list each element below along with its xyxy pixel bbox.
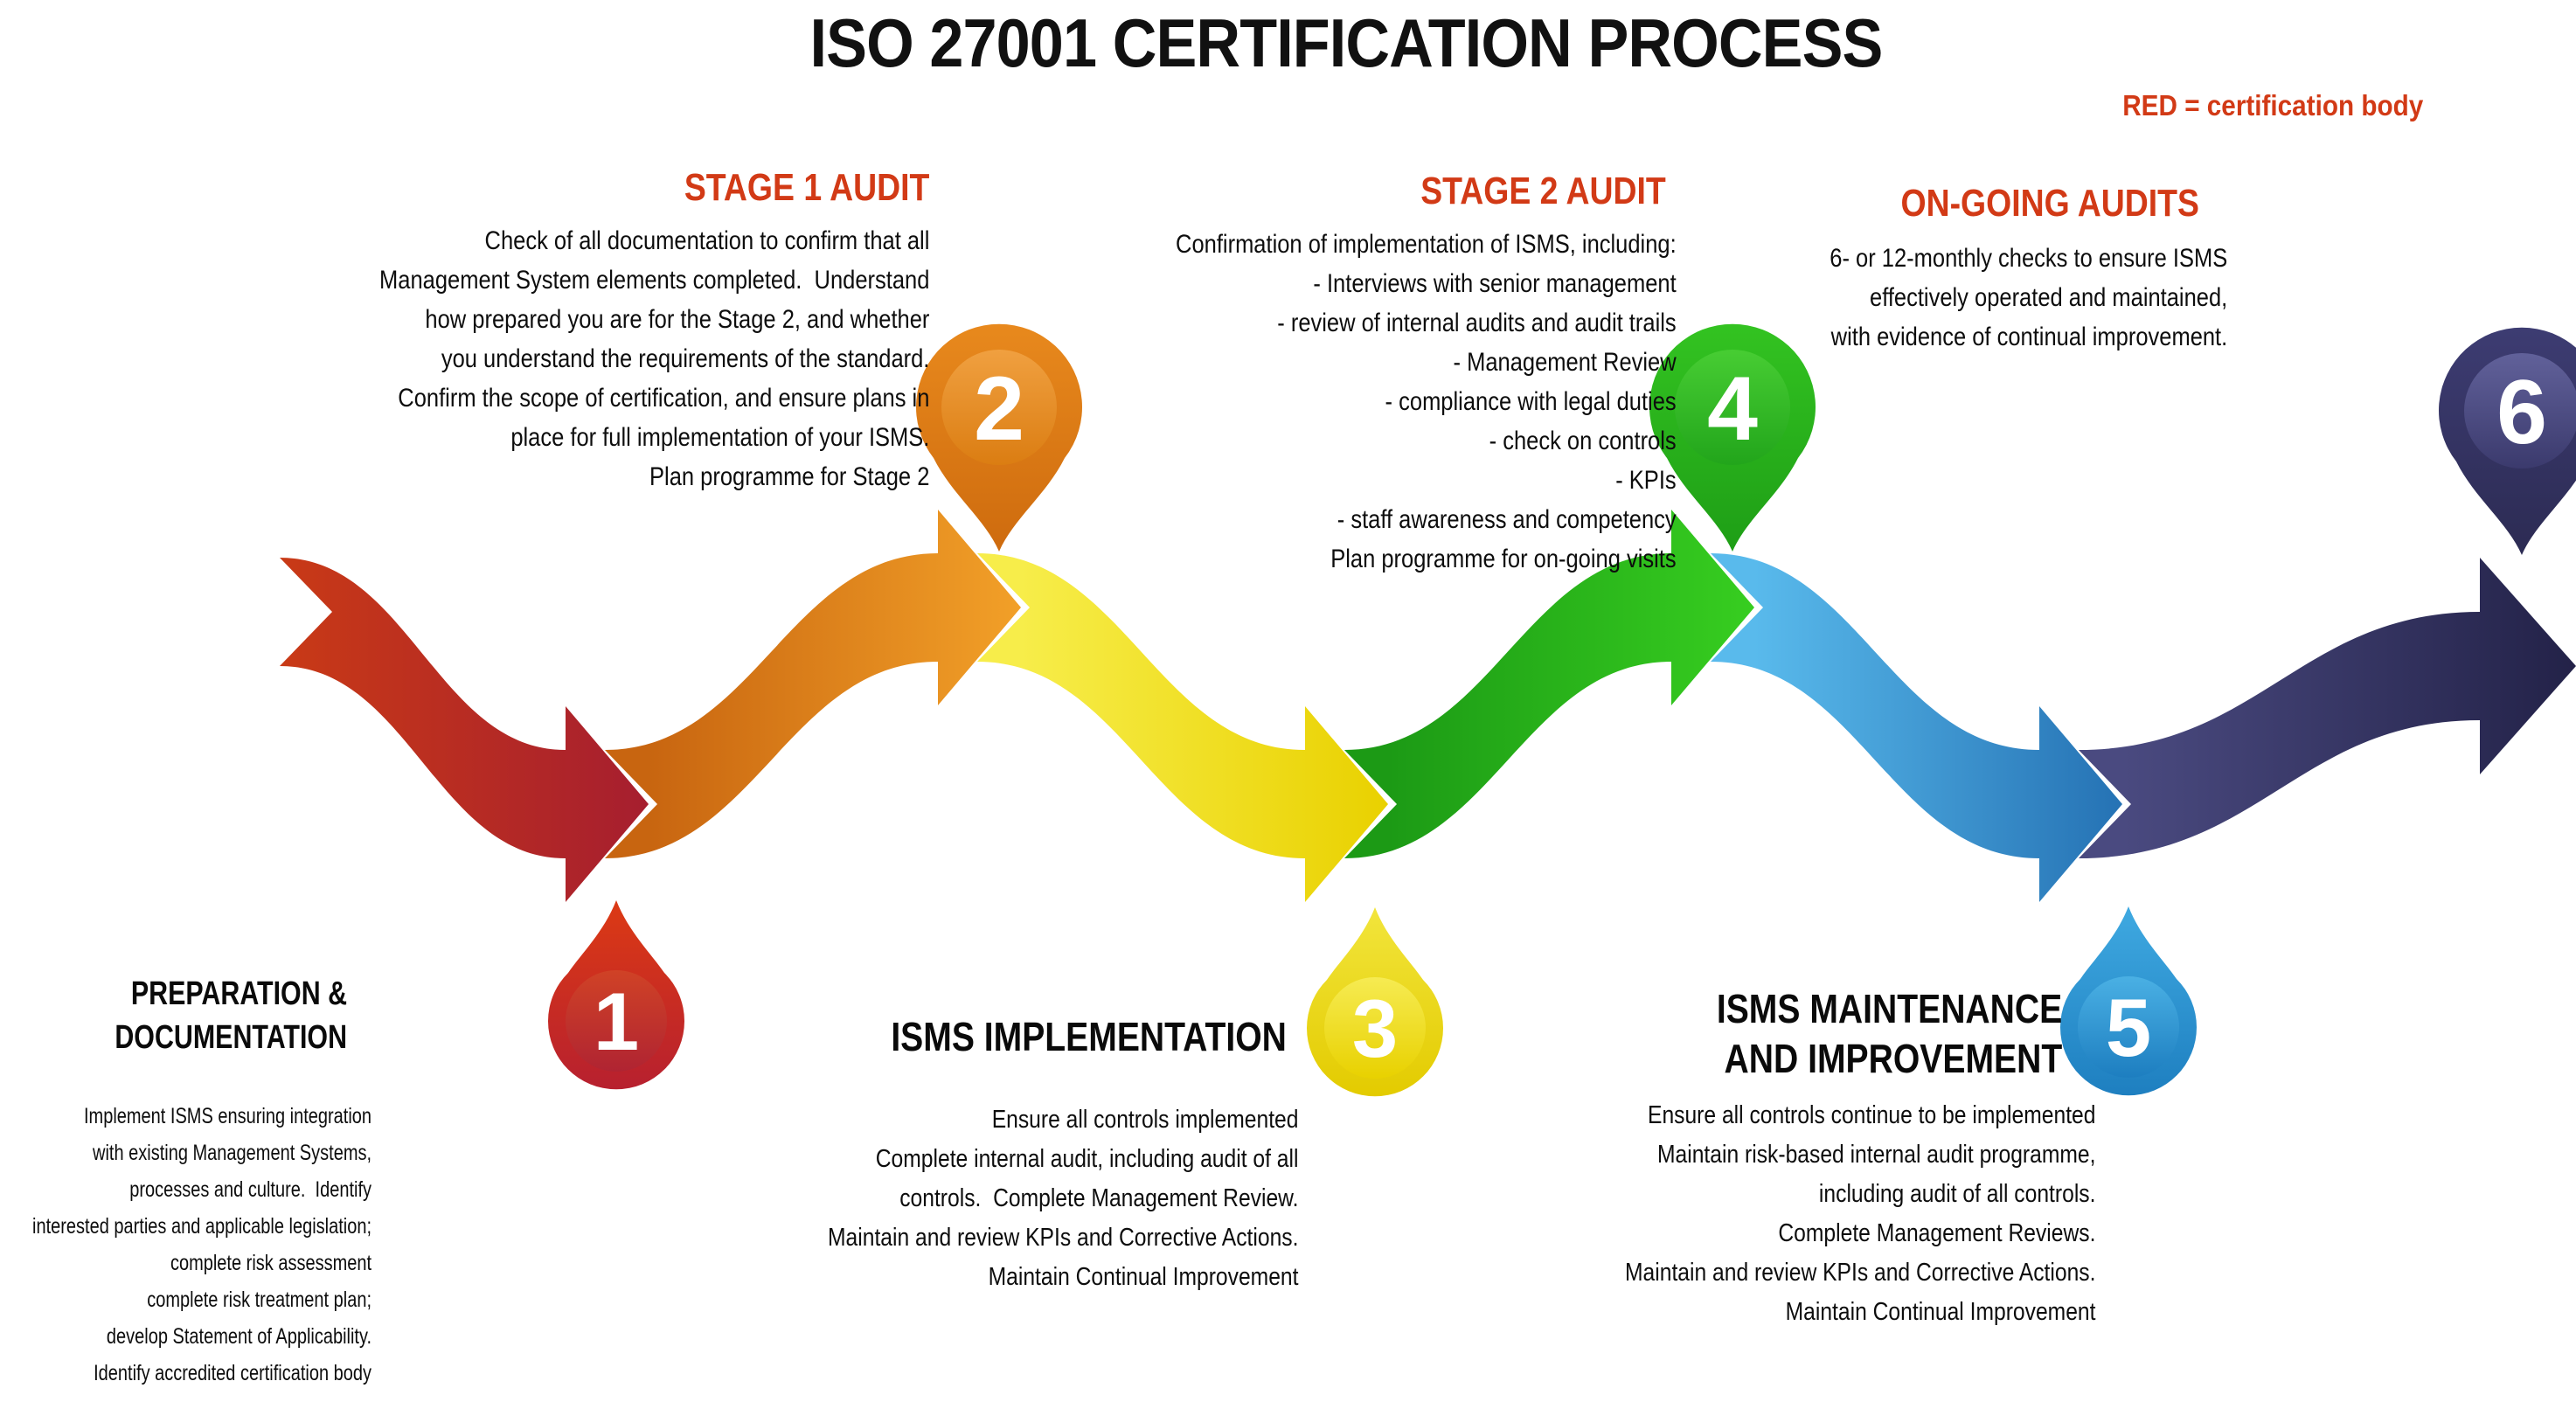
text-line: Maintain and review KPIs and Corrective … [1624,1259,2095,1287]
section-heading: ON-GOING AUDITS [1900,182,2199,225]
text-line: Implement ISMS ensuring integration [83,1104,371,1128]
flow-arrow-navy [2079,558,2576,858]
text-line: Maintain and review KPIs and Corrective … [827,1224,1298,1252]
marker-number: 2 [974,358,1024,460]
text-line: - staff awareness and competency [1337,505,1677,534]
text-line: - check on controls [1489,427,1677,455]
text-line: interested parties and applicable legisl… [31,1214,371,1239]
text-line: ISMS MAINTENANCE [1716,986,2062,1031]
text-line: - KPIs [1615,466,1677,495]
text-line: complete risk assessment [170,1251,371,1275]
text-line: - compliance with legal duties [1385,387,1677,416]
text-line: - review of internal audits and audit tr… [1277,309,1677,337]
section-body: Check of all documentation to confirm th… [379,221,929,496]
marker-step-3: 3 [1307,907,1443,1097]
text-line: including audit of all controls. [1818,1180,2095,1208]
text-line: place for full implementation of your IS… [510,423,929,452]
legend-note: RED = certification body [2121,89,2423,121]
section-stage2-audit: STAGE 2 AUDIT Confirmation of implementa… [1176,168,1677,579]
marker-number: 5 [2106,982,2151,1073]
marker-step-4: 4 [1649,323,1816,552]
section-ongoing-audits: ON-GOING AUDITS 6- or 12-monthly checks … [1830,180,2227,357]
flow-arrow-yellow [977,553,1388,902]
text-line: Maintain Continual Improvement [1785,1298,2095,1326]
section-body: Ensure all controls continue to be imple… [1625,1096,2095,1332]
flow-arrow-green [1344,510,1754,858]
text-line: DOCUMENTATION [115,1019,347,1056]
text-line: you understand the requirements of the s… [441,344,929,373]
section-body: Implement ISMS ensuring integration with … [32,1098,371,1392]
marker-number: 6 [2496,362,2547,463]
text-line: Plan programme for Stage 2 [649,462,929,491]
section-body: Ensure all controls implemented Complete … [828,1100,1298,1297]
section-preparation-documentation: PREPARATION & DOCUMENTATION Implement ISM… [32,972,371,1392]
text-line: PREPARATION & [130,975,347,1012]
text-line: AND IMPROVEMENT [1724,1036,2062,1081]
text-line: with evidence of continual improvement. [1830,323,2227,351]
section-heading: ISMS IMPLEMENTATION [828,1012,1298,1062]
text-line: Management System elements completed. Un… [378,266,929,295]
section-heading: STAGE 1 AUDIT [684,166,929,209]
marker-step-1: 1 [548,900,684,1090]
marker-inner-circle [1324,977,1426,1079]
marker-inner-circle [941,350,1057,465]
text-line: - Interviews with senior management [1313,269,1677,298]
marker-inner-circle [1675,350,1790,465]
marker-step-2: 2 [916,323,1082,552]
text-line: Confirmation of implementation of ISMS, … [1176,230,1677,259]
page-title: ISO 27001 CERTIFICATION PROCESS [809,4,1884,81]
marker-step-5: 5 [2060,906,2197,1096]
flow-arrow-red [280,558,649,902]
section-heading: PREPARATION & DOCUMENTATION [32,972,371,1059]
text-line: Check of all documentation to confirm th… [484,226,929,255]
marker-inner-circle [2078,976,2179,1078]
marker-number: 4 [1707,358,1758,460]
section-body: 6- or 12-monthly checks to ensure ISMS ef… [1830,239,2227,357]
text-line: Ensure all controls continue to be imple… [1647,1101,2095,1129]
text-line: Maintain Continual Improvement [988,1263,1298,1291]
text-line: controls. Complete Management Review. [899,1184,1298,1212]
text-line: Complete internal audit, including audit… [875,1145,1298,1173]
text-line: - Management Review [1453,348,1677,377]
flow-arrow-orange [605,510,1021,858]
text-line: effectively operated and maintained, [1869,283,2227,312]
text-line: Identify accredited certification body [94,1361,372,1385]
section-isms-implementation: ISMS IMPLEMENTATION Ensure all controls … [828,1012,1298,1297]
marker-inner-circle [2464,353,2576,468]
marker-step-6: 6 [2439,327,2576,555]
section-body: Confirmation of implementation of ISMS, … [1176,225,1677,579]
text-line: with existing Management Systems, [92,1141,371,1165]
section-isms-maintenance: ISMS MAINTENANCE AND IMPROVEMENT Ensure a… [1625,984,2095,1332]
marker-number: 1 [594,975,639,1067]
text-line: processes and culture. Identify [129,1177,371,1202]
text-line: Maintain risk-based internal audit progr… [1656,1141,2095,1169]
text-line: develop Statement of Applicability. [106,1324,371,1349]
section-heading: STAGE 2 AUDIT [1420,170,1667,212]
section-stage1-audit: STAGE 1 AUDIT Check of all documentation… [379,164,929,496]
flow-arrow-blue [1711,553,2122,902]
text-line: Confirm the scope of certification, and … [397,384,929,413]
text-line: Complete Management Reviews. [1777,1219,2095,1247]
text-line: Ensure all controls implemented [991,1106,1298,1134]
text-line: complete risk treatment plan; [147,1287,371,1312]
section-heading: ISMS MAINTENANCE AND IMPROVEMENT [1625,984,2095,1084]
text-line: ISMS IMPLEMENTATION [890,1014,1287,1059]
marker-inner-circle [566,970,667,1072]
text-line: Plan programme for on-going visits [1330,545,1677,573]
marker-number: 3 [1352,982,1398,1074]
text-line: how prepared you are for the Stage 2, an… [425,305,929,334]
text-line: 6- or 12-monthly checks to ensure ISMS [1830,244,2227,273]
